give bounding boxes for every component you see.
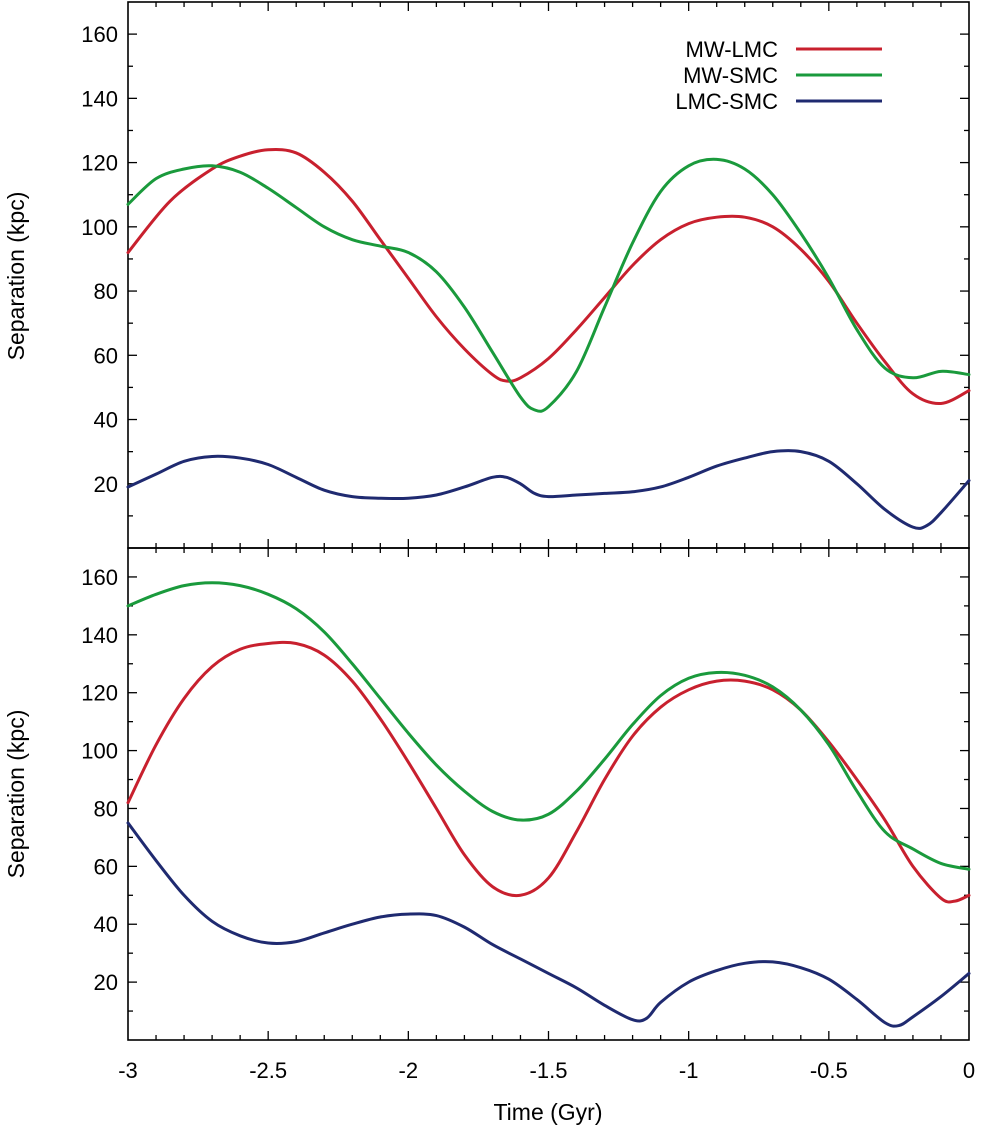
x-tick-label: 0 (963, 1058, 975, 1083)
top-panel: 20 40 60 80 100 120 140 160 Separation (kpc) MW… (3, 1, 971, 549)
y-tick-label: 100 (81, 739, 118, 764)
bottom-ticks: 20 40 60 80 100 120 140 160 -3 -2.5 -2 -1.5 -1 -0.5 0 (81, 548, 975, 1083)
x-tick-label: -2.5 (249, 1058, 287, 1083)
top-y-axis-title: Separation (kpc) (3, 192, 29, 361)
series-line-mw-lmc (126, 640, 971, 904)
y-tick-label: 60 (94, 854, 118, 879)
y-tick-label: 160 (81, 22, 118, 47)
top-panel-frame (127, 1, 970, 549)
bottom-y-axis-title: Separation (kpc) (3, 710, 29, 879)
bottom-series (126, 581, 971, 1028)
x-tick-label: -2 (399, 1058, 419, 1083)
y-tick-label: 60 (94, 343, 118, 368)
series-line-mw-smc (126, 581, 971, 871)
x-tick-label: -3 (118, 1058, 138, 1083)
top-series (126, 147, 971, 530)
y-tick-label: 120 (81, 151, 118, 176)
x-axis-title: Time (Gyr) (493, 1099, 602, 1125)
series-line-mw-smc (126, 157, 971, 413)
top-ticks: 20 40 60 80 100 120 140 160 (81, 2, 969, 548)
legend-label-mw-smc: MW-SMC (683, 63, 778, 88)
legend-label-mw-lmc: MW-LMC (686, 37, 779, 62)
y-tick-label: 20 (94, 472, 118, 497)
bottom-panel-frame (127, 547, 970, 1041)
y-tick-label: 40 (94, 408, 118, 433)
y-tick-label: 20 (94, 970, 118, 995)
y-tick-label: 80 (94, 796, 118, 821)
series-line-lmc-smc (126, 449, 971, 530)
series-line-mw-lmc (126, 147, 971, 405)
y-tick-label: 100 (81, 215, 118, 240)
y-tick-label: 120 (81, 681, 118, 706)
x-tick-label: -1 (679, 1058, 699, 1083)
y-tick-label: 140 (81, 623, 118, 648)
x-tick-label: -0.5 (810, 1058, 848, 1083)
legend: MW-LMC MW-SMC LMC-SMC (675, 37, 882, 114)
y-tick-label: 80 (94, 279, 118, 304)
x-tick-label: -1.5 (530, 1058, 568, 1083)
y-tick-label: 40 (94, 912, 118, 937)
y-tick-label: 160 (81, 565, 118, 590)
y-tick-label: 140 (81, 86, 118, 111)
legend-label-lmc-smc: LMC-SMC (675, 89, 778, 114)
series-line-lmc-smc (126, 821, 971, 1028)
